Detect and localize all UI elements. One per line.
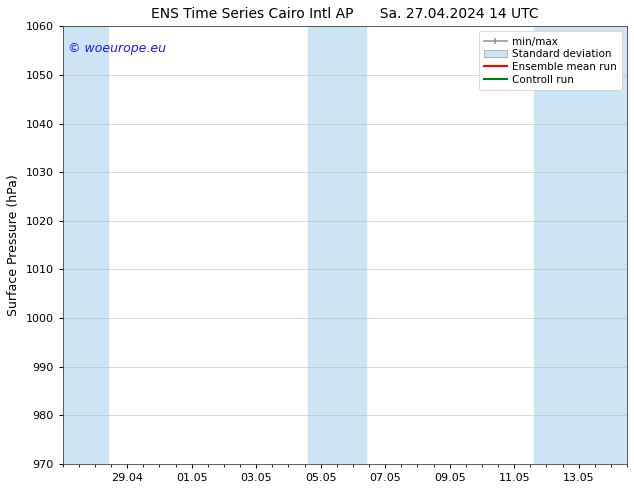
Text: © woeurope.eu: © woeurope.eu <box>68 42 166 54</box>
Bar <box>307 26 366 464</box>
Legend: min/max, Standard deviation, Ensemble mean run, Controll run: min/max, Standard deviation, Ensemble me… <box>479 31 622 90</box>
Bar <box>63 26 108 464</box>
Y-axis label: Surface Pressure (hPa): Surface Pressure (hPa) <box>7 174 20 316</box>
Title: ENS Time Series Cairo Intl AP      Sa. 27.04.2024 14 UTC: ENS Time Series Cairo Intl AP Sa. 27.04.… <box>151 7 539 21</box>
Bar <box>534 26 627 464</box>
